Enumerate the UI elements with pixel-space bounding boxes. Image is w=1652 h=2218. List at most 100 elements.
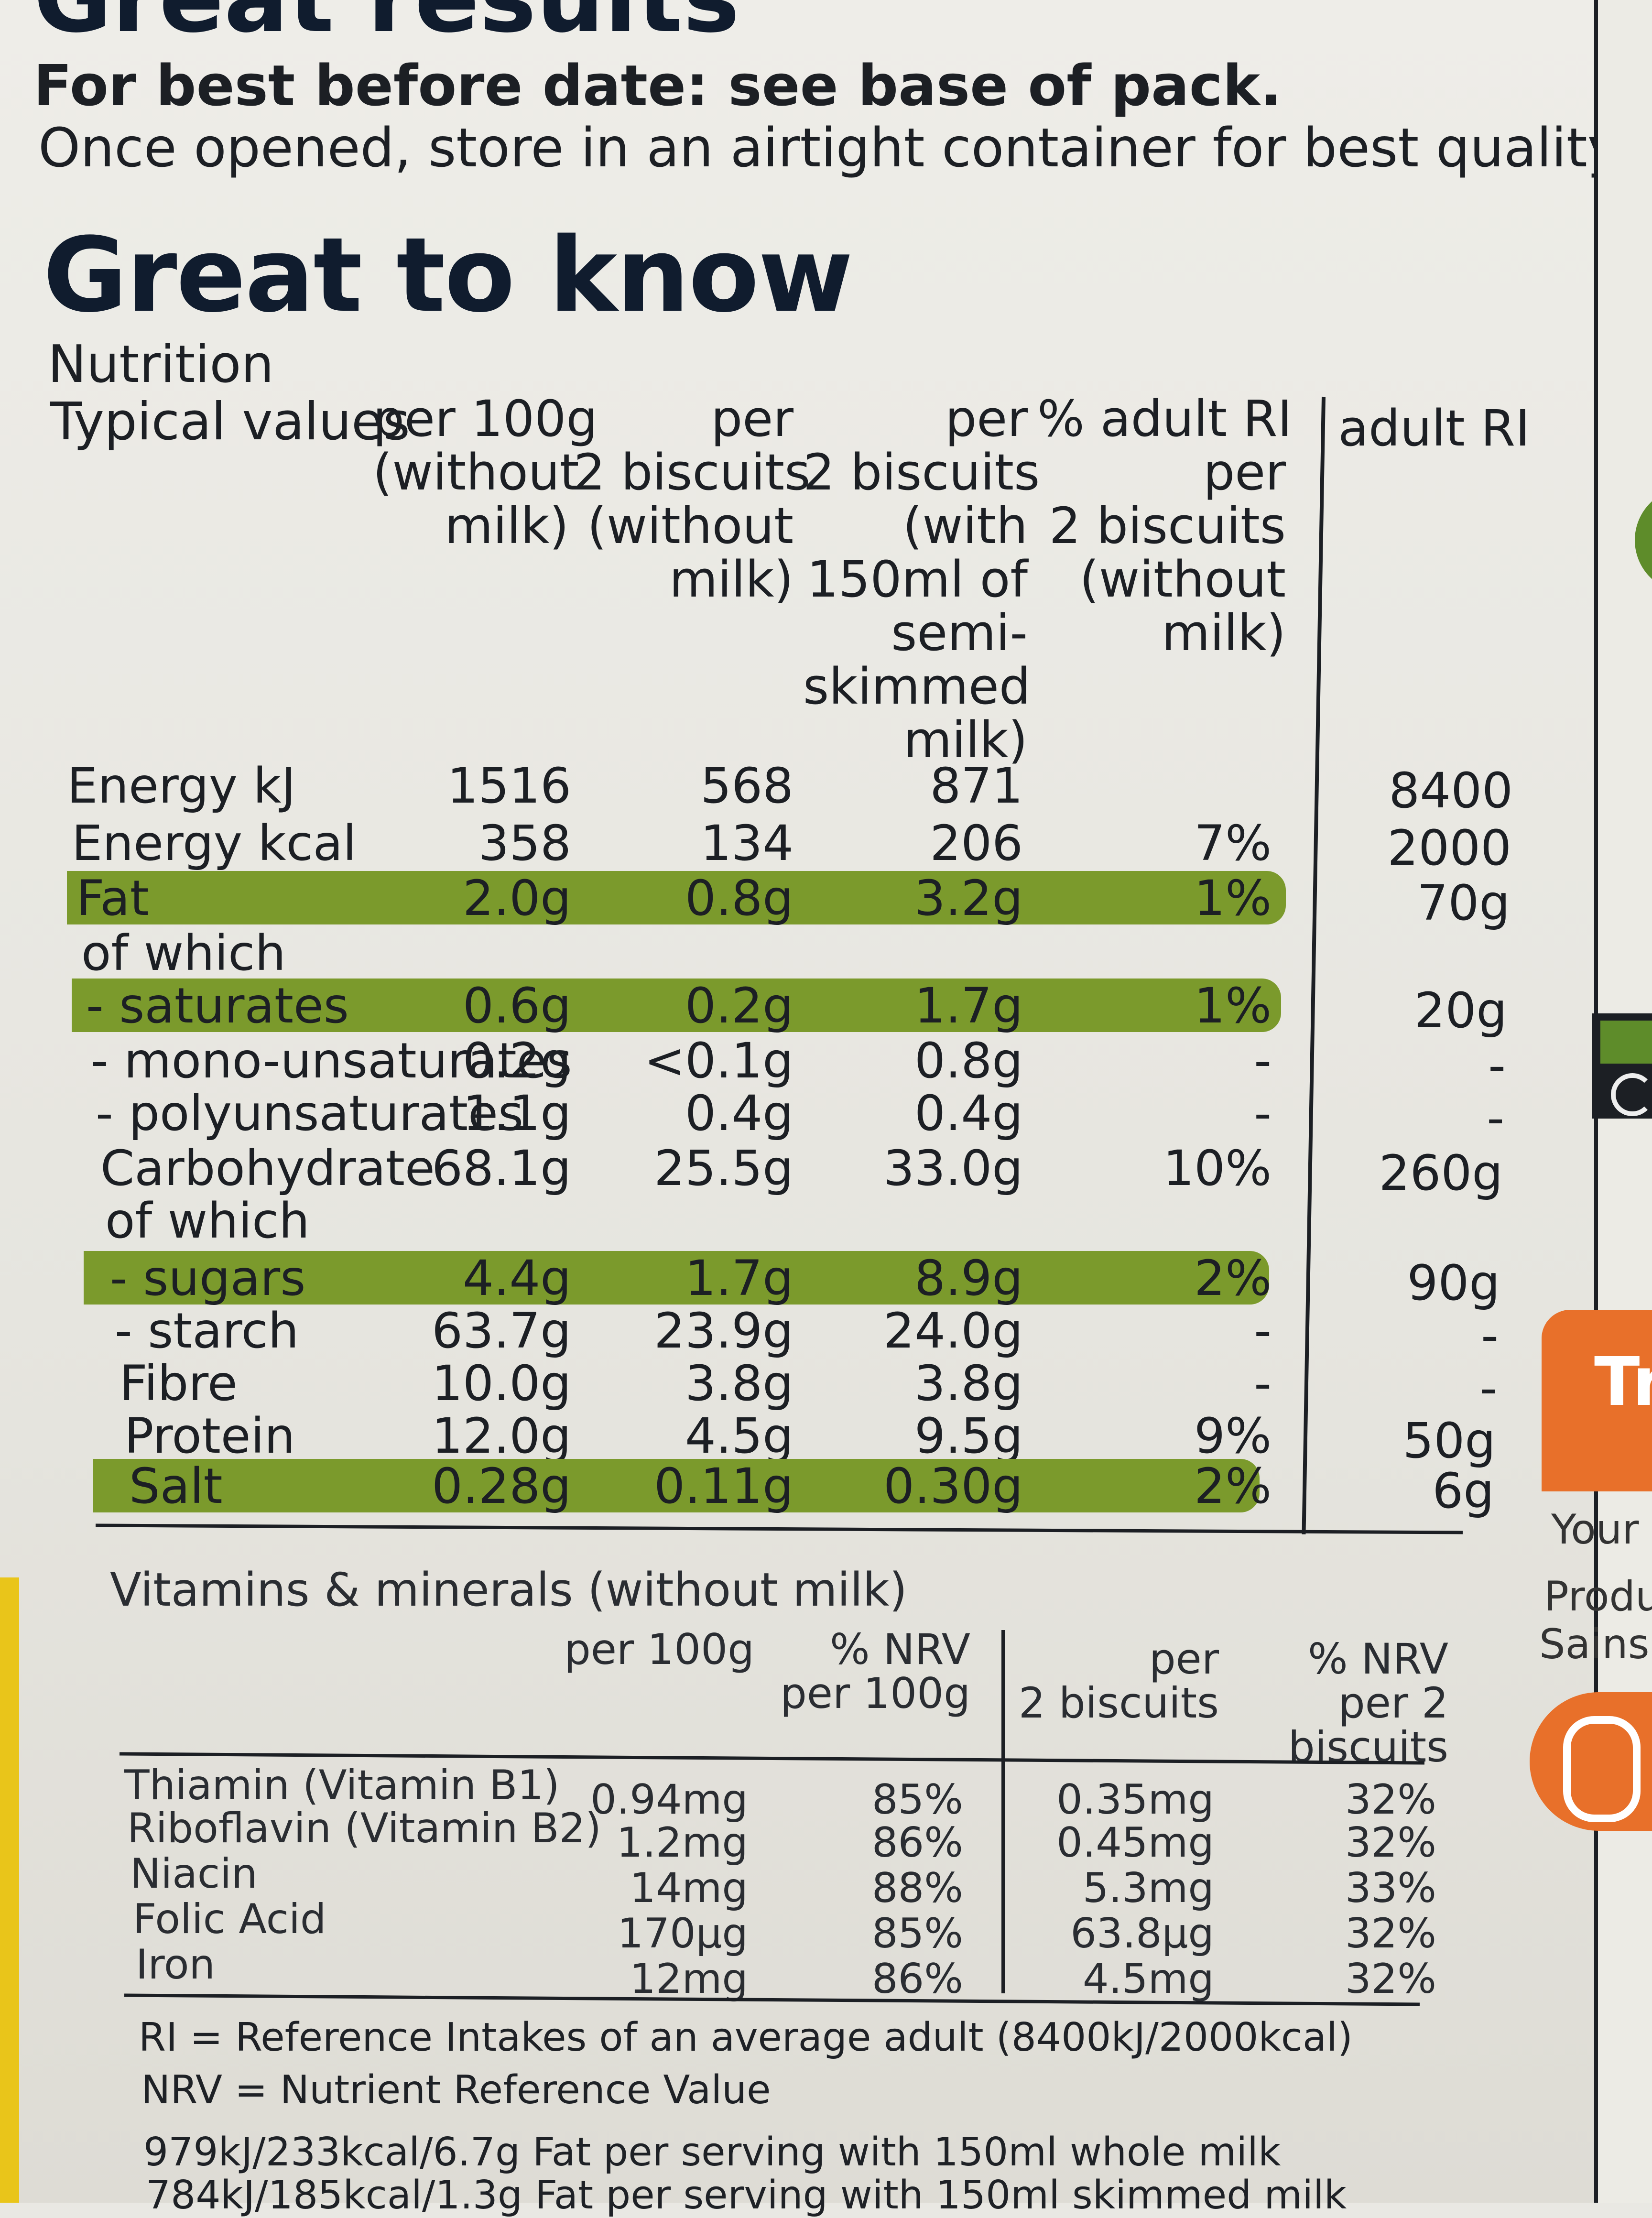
vitamin-value: 1.2mg [616,1819,748,1867]
green-logo-icon [1592,1013,1652,1119]
nutrient-value: 0.11g [654,1458,793,1515]
nutrient-value: 50g [1402,1413,1496,1469]
table-bottom-rule [96,1523,1463,1534]
nutrient-value: 260g [1379,1145,1503,1202]
best-before-note: For best before date: see base of pack. [33,53,1282,119]
header-adult-ri: adult RI [1338,399,1530,457]
section-title: Great to know [43,215,853,335]
nutrient-label: - saturates [86,978,349,1034]
nutrient-value: 358 [478,815,571,872]
nutrient-value: 0.6g [463,978,571,1034]
nutrient-value: 2% [1194,1250,1272,1307]
vitamin-value: 5.3mg [1082,1864,1214,1912]
nutrient-value: - [1481,1307,1499,1364]
nutrient-value: - [1487,1090,1504,1147]
vitamin-value: 170µg [617,1910,748,1957]
nutrient-value: 4.4g [463,1250,571,1307]
cut-headline: Great results [33,0,740,54]
nutrient-value: 1% [1194,978,1272,1034]
nutrient-value: 23.9g [654,1303,793,1359]
vitamin-value: 14mg [630,1864,748,1912]
nutrient-value: 90g [1407,1255,1500,1312]
vitamin-value: 63.8µg [1070,1910,1214,1957]
nutrient-value: 0.4g [914,1085,1023,1142]
highlight-band [67,871,1286,924]
nutrient-value: 0.4g [685,1085,793,1142]
nutrient-value: 1.7g [685,1250,793,1307]
vitamin-value: 32% [1345,1776,1436,1824]
nutrient-value: 3.2g [914,870,1023,927]
highlight-band [72,979,1281,1032]
nutrient-value: 24.0g [883,1303,1023,1359]
nutrient-value: 0.8g [914,1033,1023,1089]
nutrient-value: - [1254,1085,1272,1142]
nutrient-value: 2000 [1387,820,1511,877]
nutrient-value: 206 [930,815,1023,872]
nutrient-value: <0.1g [644,1033,793,1089]
nutrient-value: 6g [1432,1463,1494,1520]
vit-header-per-100g: per 100g [564,1625,754,1674]
nutrient-label: of which [81,925,286,982]
vitamins-divider [1001,1630,1005,1993]
vitamin-value: 32% [1345,1955,1436,2003]
nutrient-value: 3.8g [685,1355,793,1412]
vitamin-value: 12mg [630,1955,748,2003]
skimmed-milk-serving: 784kJ/185kcal/1.3g Fat per serving with … [146,2173,1347,2218]
nutrient-value: 568 [700,758,793,815]
nutrition-label: Nutrition [48,335,274,394]
nutrient-value: 8.9g [914,1250,1023,1307]
nutrient-value: 2.0g [463,870,571,927]
nutrient-value: 2% [1194,1458,1272,1515]
nutrient-value: 12.0g [432,1408,571,1465]
nutrient-label: Protein [124,1408,295,1465]
nutrient-label: Fibre [120,1355,238,1412]
header-per-2-biscuits: per 2 biscuits (without milk) [574,390,811,609]
header-per-100g: per 100g (without milk) [373,390,598,555]
typical-values-label: Typical values [50,392,410,452]
nutrient-value: 7% [1194,815,1272,872]
whole-milk-serving: 979kJ/233kcal/6.7g Fat per serving with … [143,2130,1281,2175]
vitamin-value: 0.94mg [590,1776,748,1824]
mouse-icon [1530,1692,1652,1831]
vitamin-value: 86% [871,1819,963,1867]
vitamin-value: 88% [871,1864,963,1912]
side-text-3: Sainsb [1539,1620,1652,1668]
vitamin-label: Folic Acid [133,1895,326,1943]
nutrient-label: of which [105,1193,310,1250]
vitamin-value: 32% [1345,1819,1436,1867]
nutrient-value: 1.7g [914,978,1023,1034]
vit-header-nrv-100g: % NRV per 100g [780,1625,970,1718]
nutrient-value: 871 [930,758,1023,815]
nutrient-value: 0.30g [883,1458,1023,1515]
storage-note: Once opened, store in an airtight contai… [38,117,1629,179]
vitamin-value: 0.45mg [1056,1819,1214,1867]
vitamins-title: Vitamins & minerals (without milk) [110,1563,907,1617]
nutrient-value: 0.28g [432,1458,571,1515]
nutrient-label: Fat [76,870,149,927]
nutrient-value: 1% [1194,870,1272,927]
nutrient-value: 134 [700,815,793,872]
nutrient-label: - polyunsaturates [96,1085,523,1142]
highlight-band [84,1251,1269,1305]
nrv-definition: NRV = Nutrient Reference Value [141,2067,771,2113]
vit-header-nrv-2-biscuits: % NRV per 2 biscuits [1288,1634,1448,1772]
nutrient-value: - [1488,1037,1506,1094]
vitamin-value: 4.5mg [1082,1955,1214,2003]
nutrient-label: - sugars [110,1250,306,1307]
yellow-edge [0,1577,19,2203]
vitamin-value: 85% [871,1776,963,1824]
nutrient-value: 63.7g [432,1303,571,1359]
vitamin-value: 33% [1345,1864,1436,1912]
nutrient-value: 4.5g [685,1408,793,1465]
nutrient-value: 20g [1414,982,1507,1039]
nutrient-value: 25.5g [654,1140,793,1197]
nutrient-value: - [1479,1360,1497,1417]
vitamin-label: Niacin [130,1850,258,1898]
nutrient-value: 10.0g [432,1355,571,1412]
nutrient-value: 0.8g [685,870,793,927]
orange-badge: Tr [1542,1310,1652,1491]
side-text-1: Your [1551,1506,1639,1554]
nutrient-value: 10% [1163,1140,1272,1197]
vitamin-label: Thiamin (Vitamin B1) [124,1761,560,1809]
